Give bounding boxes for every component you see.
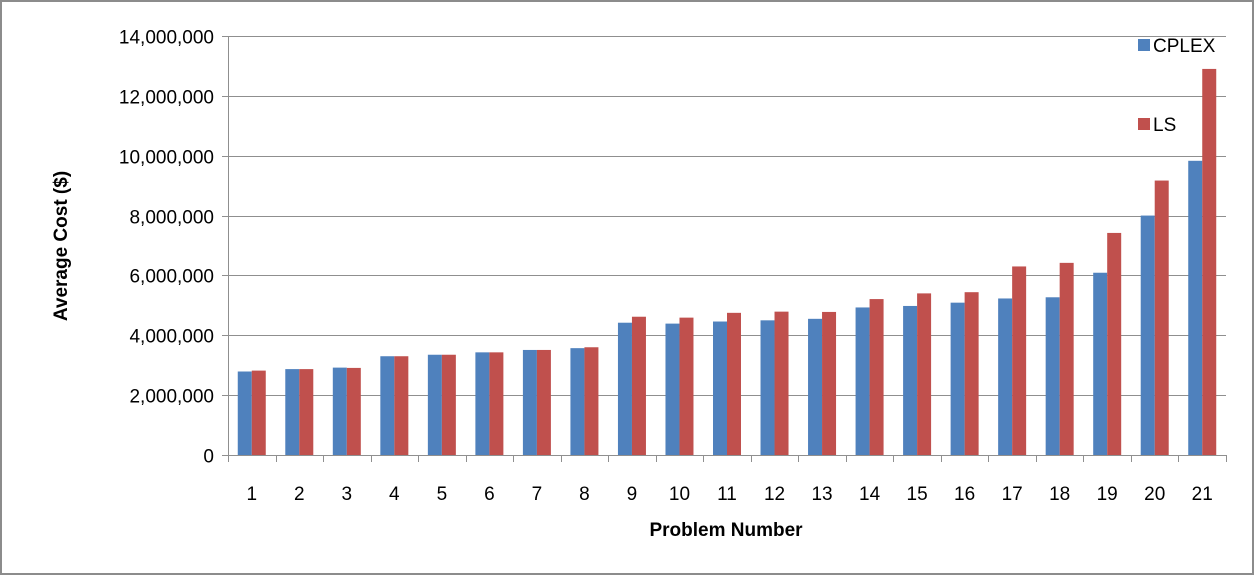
bar-cplex-8: [570, 348, 585, 455]
x-tick-label: 12: [764, 484, 785, 505]
bar-ls-17: [1012, 266, 1027, 455]
x-tick-label: 3: [342, 484, 353, 505]
bar-cplex-15: [903, 305, 918, 455]
x-tick-label: 11: [717, 484, 737, 505]
bar-ls-2: [299, 369, 314, 455]
bar-ls-12: [774, 311, 789, 455]
bar-ls-19: [1107, 232, 1122, 455]
bar-cplex-6: [475, 352, 490, 455]
x-tick-label: 2: [294, 484, 305, 505]
legend-swatch-ls: [1138, 118, 1150, 130]
bar-ls-5: [441, 354, 456, 455]
y-tick-label: 4,000,000: [129, 327, 214, 348]
x-tick-labels: 1 2 3 4 5 6 7 8 9 10 11 12 13 14 15 16 17 18 19 20 21: [246, 484, 1212, 505]
bar-ls-3: [346, 367, 361, 455]
bar-ls-14: [869, 299, 884, 455]
bar-ls-11: [727, 312, 741, 455]
x-tick-label: 18: [1049, 484, 1070, 505]
x-tick-label: 16: [954, 484, 975, 505]
bar-cplex-18: [1045, 297, 1060, 455]
x-axis-title: Problem Number: [649, 520, 803, 541]
x-tick-label: 20: [1144, 484, 1165, 505]
bars: [237, 68, 1217, 456]
bar-cplex-16: [950, 302, 965, 455]
bar-ls-9: [631, 316, 646, 455]
y-tick-label: 2,000,000: [129, 387, 214, 408]
bar-cplex-20: [1140, 215, 1155, 455]
bar-cplex-5: [427, 354, 442, 455]
bar-cplex-14: [855, 307, 870, 455]
bar-ls-4: [394, 356, 409, 455]
x-tick-label: 21: [1192, 484, 1213, 505]
x-tick-label: 15: [907, 484, 928, 505]
bar-cplex-4: [380, 356, 395, 455]
legend-label-ls: LS: [1153, 115, 1176, 136]
bar-ls-13: [822, 311, 837, 455]
bar-ls-18: [1059, 262, 1074, 455]
bar-ls-21: [1202, 68, 1217, 456]
x-tick-label: 7: [532, 484, 543, 505]
bar-ls-1: [251, 370, 266, 455]
legend: CPLEX LS: [1138, 36, 1216, 136]
y-tick-label: 6,000,000: [129, 267, 214, 288]
y-axis-title: Average Cost ($): [51, 171, 72, 321]
bar-cplex-13: [808, 318, 823, 455]
x-tick-label: 6: [484, 484, 495, 505]
bar-cplex-21: [1188, 160, 1203, 456]
axes: [222, 36, 1227, 462]
x-tick-label: 13: [811, 484, 832, 505]
bar-cplex-1: [237, 371, 252, 455]
bar-ls-15: [917, 293, 932, 455]
x-tick-label: 17: [1002, 484, 1023, 505]
bar-cplex-7: [522, 349, 537, 455]
legend-swatch-cplex: [1138, 39, 1150, 51]
y-tick-label: 12,000,000: [119, 88, 214, 109]
x-tick-label: 4: [389, 484, 400, 505]
legend-label-cplex: CPLEX: [1153, 36, 1216, 57]
bar-ls-20: [1154, 180, 1169, 455]
x-tick-label: 9: [627, 484, 638, 505]
bar-cplex-19: [1093, 272, 1108, 455]
bar-cplex-17: [998, 298, 1013, 455]
bar-ls-8: [584, 347, 599, 455]
bar-cplex-10: [665, 323, 680, 455]
bar-cplex-9: [617, 322, 632, 455]
y-tick-label: 0: [203, 447, 214, 468]
x-tick-label: 19: [1097, 484, 1118, 505]
x-tick-label: 10: [669, 484, 690, 505]
bar-ls-7: [536, 349, 551, 455]
bar-ls-16: [964, 292, 979, 455]
bar-cplex-3: [332, 367, 347, 455]
bar-cplex-2: [285, 369, 300, 455]
x-tick-label: 8: [579, 484, 590, 505]
x-tick-label: 5: [437, 484, 448, 505]
y-tick-label: 14,000,000: [119, 28, 214, 49]
x-tick-label: 1: [246, 484, 257, 505]
bar-ls-10: [679, 317, 694, 455]
x-tick-label: 14: [859, 484, 881, 505]
y-tick-labels: 0 2,000,000 4,000,000 6,000,000 8,000,000 10,…: [119, 28, 214, 468]
y-tick-label: 8,000,000: [129, 208, 214, 229]
bar-cplex-11: [713, 321, 727, 455]
y-tick-label: 10,000,000: [119, 148, 214, 169]
bar-ls-6: [489, 352, 504, 455]
bar-cplex-12: [760, 320, 775, 455]
